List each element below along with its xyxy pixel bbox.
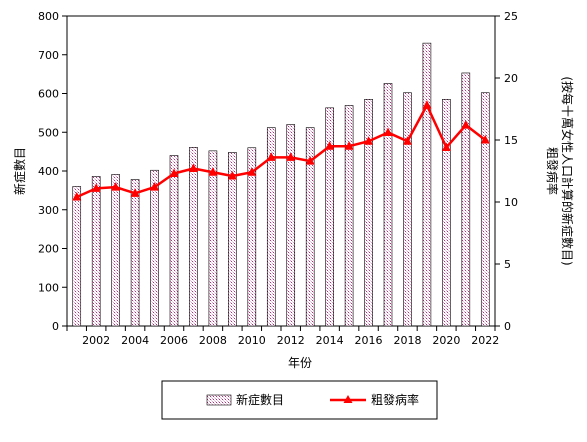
rate-point-2010 [247, 167, 257, 176]
bar-2014 [325, 107, 334, 327]
x-axis-title: 年份 [288, 356, 312, 370]
bar-2003 [111, 174, 120, 327]
bar-2021 [461, 72, 471, 327]
rate-point-2011 [266, 152, 276, 161]
bar-2009 [228, 152, 237, 327]
x-tick-label-2010: 2010 [238, 334, 266, 347]
y-left-tick-label-0: 0 [52, 320, 59, 333]
rate-point-2013 [305, 156, 315, 165]
bar-2006 [169, 155, 179, 327]
rate-point-2022 [480, 135, 490, 144]
rate-point-2012 [286, 152, 296, 161]
y-left-tick-label-800: 800 [38, 10, 59, 23]
y-right-tick-label-10: 10 [504, 196, 518, 209]
bar-2019 [422, 42, 432, 327]
y-left-tick-label-600: 600 [38, 88, 59, 101]
y-axis-right-title-line2: (按每十萬女性人口計算的新症數目) [560, 76, 575, 265]
x-tick-label-2022: 2022 [471, 334, 499, 347]
rate-point-2017 [383, 127, 393, 137]
rate-point-2020 [441, 142, 451, 151]
x-tick-label-2002: 2002 [82, 334, 110, 347]
y-left-tick-label-200: 200 [38, 243, 59, 256]
rate-point-2009 [227, 170, 237, 180]
bar-2004 [130, 179, 140, 327]
bar-2020 [442, 99, 451, 327]
y-right-tick-label-20: 20 [504, 72, 518, 85]
x-tick-label-2006: 2006 [160, 334, 188, 347]
rate-point-2002 [91, 183, 101, 192]
x-tick-label-2016: 2016 [355, 334, 383, 347]
legend: 新症數目 粗發病率 [161, 380, 438, 420]
x-tick-label-2004: 2004 [121, 334, 149, 347]
y-axis-left-title: 新症數目 [12, 147, 27, 195]
x-tick-label-2020: 2020 [432, 334, 460, 347]
x-tick-label-2014: 2014 [316, 334, 344, 347]
bar-2022 [480, 92, 490, 327]
rate-point-2019 [422, 100, 432, 109]
bar-2011 [266, 127, 276, 327]
y-left-tick-label-700: 700 [38, 49, 59, 62]
rate-point-2015 [344, 141, 354, 150]
bar-2001 [72, 186, 82, 327]
bar-2018 [403, 92, 412, 327]
rate-point-2007 [188, 163, 198, 173]
rate-point-2016 [364, 136, 374, 145]
bar-2012 [286, 124, 296, 327]
rate-point-2003 [111, 182, 121, 191]
rate-line [76, 104, 487, 199]
bar-2007 [189, 147, 198, 327]
bar-2010 [247, 147, 257, 327]
rate-point-2021 [461, 120, 471, 129]
rate-point-2008 [208, 167, 218, 176]
rate-point-2001 [72, 192, 82, 201]
y-axis-right-title-line1: 粗發病率 [545, 147, 560, 195]
bar-2002 [91, 176, 101, 327]
bar-2016 [364, 99, 373, 327]
y-left-tick-label-100: 100 [38, 281, 59, 294]
y-right-tick-label-25: 25 [504, 10, 518, 23]
axes-layer: 0 100 200 300 400 500 600 700 800 0 5 10 15 20 25 2002 2… [38, 10, 518, 347]
bar-2013 [305, 127, 315, 327]
legend-line-marker [343, 395, 353, 403]
y-right-tick-label-0: 0 [504, 320, 511, 333]
legend-bar-label: 新症數目 [236, 392, 284, 407]
bar-2005 [150, 169, 159, 327]
rate-point-2014 [325, 141, 335, 150]
y-right-tick-label-5: 5 [504, 258, 511, 271]
x-tick-label-2018: 2018 [393, 334, 421, 347]
bars-layer [72, 42, 490, 327]
bar-2015 [344, 105, 354, 327]
x-tick-label-2008: 2008 [199, 334, 227, 347]
bar-2017 [383, 83, 393, 327]
rate-point-2005 [150, 182, 160, 191]
y-left-tick-label-500: 500 [38, 126, 59, 139]
line-layer [72, 100, 490, 201]
legend-bar-swatch [206, 394, 232, 406]
y-left-tick-label-300: 300 [38, 204, 59, 217]
x-tick-label-2012: 2012 [277, 334, 305, 347]
rate-point-2006 [169, 168, 179, 177]
rate-point-2018 [402, 136, 412, 145]
rate-point-2004 [130, 188, 140, 197]
bar-2008 [208, 150, 218, 327]
y-right-tick-label-15: 15 [504, 134, 518, 147]
legend-line-label: 粗發病率 [371, 392, 419, 407]
y-left-tick-label-400: 400 [38, 165, 59, 178]
